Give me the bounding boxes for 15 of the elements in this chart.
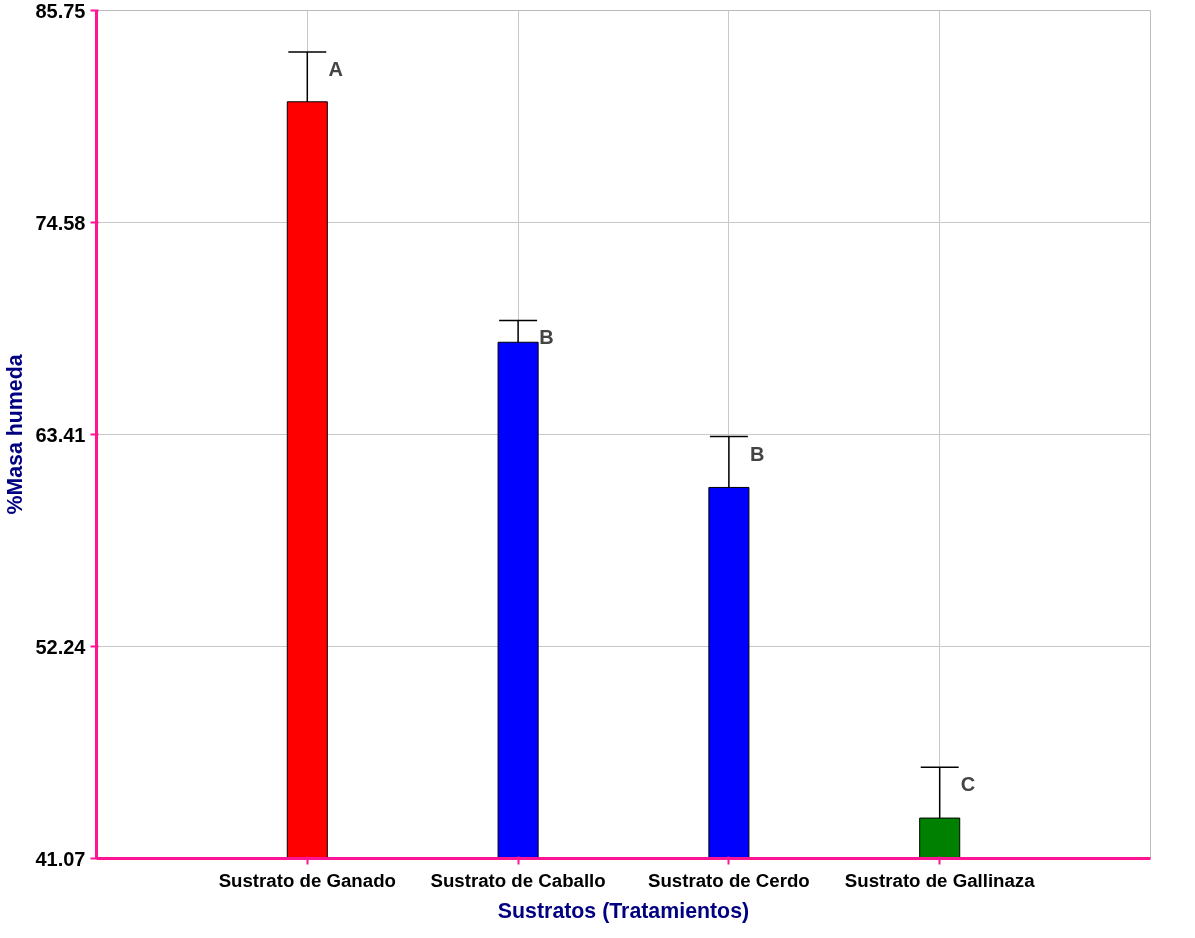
y-axis-title: %Masa humeda [3, 354, 28, 515]
x-tick-label: Sustrato de Ganado [218, 869, 396, 891]
y-tick-label: 85.75 [35, 0, 86, 22]
annotation: B [749, 442, 765, 465]
y-tick-label: 74.58 [35, 211, 86, 234]
annotation: B [539, 326, 554, 349]
y-tick-label: 63.41 [35, 423, 86, 446]
y-tick-label: 41.07 [35, 847, 86, 870]
x-axis-title: Sustratos (Tratamientos) [497, 898, 750, 923]
y-tick-label: 52.24 [35, 635, 87, 658]
x-tick-label: Sustrato de Cerdo [648, 869, 810, 891]
x-tick-label: Sustrato de Gallinaza [844, 869, 1036, 891]
annotation: A [328, 57, 343, 80]
x-tick-label: Sustrato de Caballo [430, 869, 606, 891]
annotation: C [960, 773, 976, 796]
